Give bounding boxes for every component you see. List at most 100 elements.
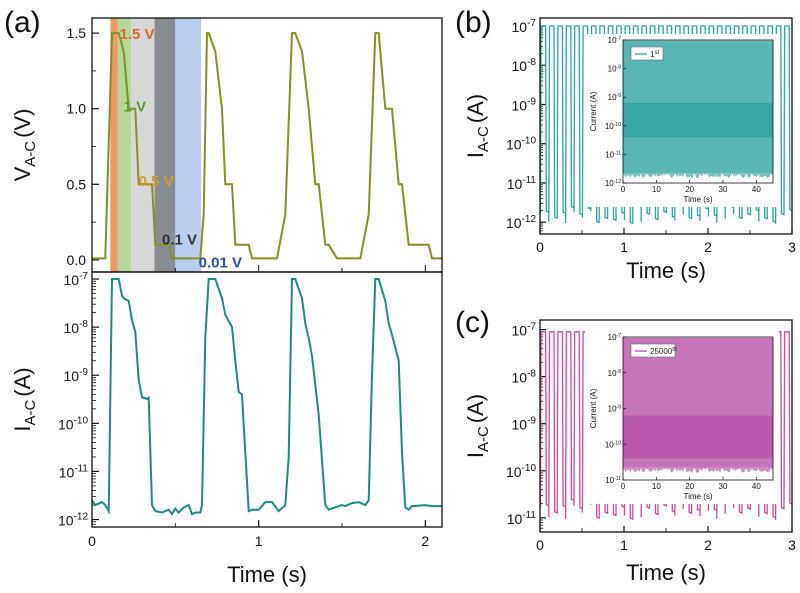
plot-frame <box>91 271 443 528</box>
y-axis-label: IA-C(A) <box>463 94 492 158</box>
plot-frame <box>539 17 793 235</box>
x-tick-label: 2 <box>704 537 712 553</box>
y-tick-label: 1.0 <box>67 101 87 117</box>
current-pulse-line <box>539 331 793 521</box>
x-tick-label: 3 <box>788 537 796 553</box>
voltage-annotation: 1 V <box>124 99 147 116</box>
voltage-annotation: 0.5 V <box>139 173 174 190</box>
y-tick-label: 10-9 <box>512 416 537 433</box>
inset-x-label: Time (s) <box>683 492 712 501</box>
inset-y-tick-label: 10-12 <box>605 179 621 188</box>
inset-frame <box>622 336 774 481</box>
y-tick-label: 0.0 <box>67 252 87 268</box>
inset-ticks: 10-7 10-8 10-9 10-10 10-110 10 20 30 40 <box>605 333 761 491</box>
x-axis-label: Time (s) <box>626 258 706 283</box>
x-tick-label: 0 <box>536 537 544 553</box>
y-tick-label: 10-7 <box>64 271 89 288</box>
y-tick-label: 10-9 <box>512 96 537 113</box>
y-tick-label: 10-7 <box>512 322 537 339</box>
voltage-annotation: 0.01 V <box>199 254 242 271</box>
inset-x-tick-label: 0 <box>621 185 626 194</box>
current-pulse-line <box>539 25 793 225</box>
inset-noise-edge <box>623 467 773 473</box>
inset-y-tick-label: 10-10 <box>605 122 621 131</box>
inset-x-tick-label: 10 <box>652 482 661 491</box>
y-tick-label: 1.5 <box>67 25 87 41</box>
inset-chart-c: 10-7 10-8 10-9 10-10 10-110 10 20 30 40 Current … <box>585 331 779 504</box>
voltage-band <box>154 18 176 272</box>
legend-label: 1st <box>650 50 659 59</box>
y-tick-label: 10-8 <box>64 319 89 336</box>
panel-label-b: (b) <box>455 6 492 39</box>
x-axis-label: Time (s) <box>626 560 706 585</box>
chart-a-voltage: 0.0 0.5 1.0 1.5 1.5 V 1 V 0.5 V 0.1 V0.01 V VA… <box>10 17 443 273</box>
y-tick-label: 10-11 <box>59 463 89 480</box>
voltage-annotations: 1.5 V 1 V 0.5 V 0.1 V0.01 V <box>120 26 243 271</box>
inset-x-tick-label: 30 <box>719 482 728 491</box>
voltage-annotation: 1.5 V <box>120 26 155 43</box>
inset-dense-band <box>623 415 773 459</box>
x-tick-label: 0 <box>536 239 544 255</box>
y-axis-label: IA-C(A) <box>463 394 492 458</box>
inset-x-tick-label: 10 <box>652 185 661 194</box>
inset-x-tick-label: 20 <box>685 482 694 491</box>
y-tick-label: 10-8 <box>512 369 537 386</box>
y-tick-label: 10-10 <box>58 415 88 432</box>
inset-y-tick-label: 10-7 <box>608 36 622 45</box>
inset-y-tick-label: 10-7 <box>608 333 622 342</box>
inset-y-tick-label: 10-9 <box>608 93 622 102</box>
x-tick-label: 0 <box>88 533 96 549</box>
x-tick-label: 2 <box>421 533 429 549</box>
y-tick-label: 10-12 <box>506 214 536 231</box>
inset-x-tick-label: 20 <box>685 185 694 194</box>
inset-ticks: 10-7 10-8 10-9 10-10 10-11 10-120 10 20 30 40 <box>605 36 761 194</box>
inset-y-tick-label: 10-8 <box>608 369 622 378</box>
y-axis-label: VA-C(V) <box>10 109 39 182</box>
panel-label-a: (a) <box>4 6 41 39</box>
inset-x-tick-label: 40 <box>752 185 761 194</box>
y-ticks: 0.0 0.5 1.0 1.5 <box>67 25 426 272</box>
x-tick-label: 2 <box>704 239 712 255</box>
inset-chart-b: 10-7 10-8 10-9 10-10 10-11 10-120 10 20 30 40 Cur… <box>585 34 779 207</box>
inset-y-label: Current (A) <box>589 388 598 428</box>
current-series-line <box>91 278 442 516</box>
inset-legend: 25000th <box>630 343 677 358</box>
voltage-band <box>110 18 118 272</box>
plot-frame <box>539 319 793 533</box>
voltage-series-line <box>92 32 442 260</box>
inset-y-tick-label: 10-11 <box>605 150 621 159</box>
voltage-band <box>131 18 155 272</box>
inset-x-tick-label: 40 <box>752 482 761 491</box>
inset-x-tick-label: 0 <box>621 482 626 491</box>
inset-y-label: Current (A) <box>589 91 598 131</box>
inset-current-fill <box>623 40 773 179</box>
y-tick-label: 10-9 <box>64 367 89 384</box>
x-tick-label: 3 <box>788 239 796 255</box>
y-tick-label: 10-11 <box>507 510 537 527</box>
voltage-level-bands <box>110 18 202 272</box>
legend-label: 25000th <box>650 347 677 356</box>
y-tick-label: 10-8 <box>512 57 537 74</box>
inset-dense-band <box>623 102 773 138</box>
inset-x-label: Time (s) <box>683 195 712 204</box>
inset-y-tick-label: 10-8 <box>608 65 622 74</box>
inset-current-fill <box>623 337 773 473</box>
voltage-band <box>117 18 132 272</box>
y-axis-label: IA-C(A) <box>10 367 39 431</box>
legend-box <box>630 343 676 358</box>
y-tick-label: 0.5 <box>67 176 87 192</box>
inset-y-tick-label: 10-10 <box>605 440 621 449</box>
panel-label-c: (c) <box>455 306 490 339</box>
y-tick-label: 10-10 <box>506 136 536 153</box>
inset-x-tick-label: 30 <box>719 185 728 194</box>
inset-frame <box>622 39 774 184</box>
y-tick-label: 10-11 <box>507 175 537 192</box>
inset-legend: 1st <box>630 46 664 61</box>
y-tick-label: 10-10 <box>506 463 536 480</box>
x-axis-label: Time (s) <box>227 562 307 587</box>
y-tick-label: 10-12 <box>58 512 88 529</box>
chart-a-current: 10-7 10-8 10-9 10-10 10-11 10-120 1 2 IA-C(A) T… <box>10 271 443 587</box>
